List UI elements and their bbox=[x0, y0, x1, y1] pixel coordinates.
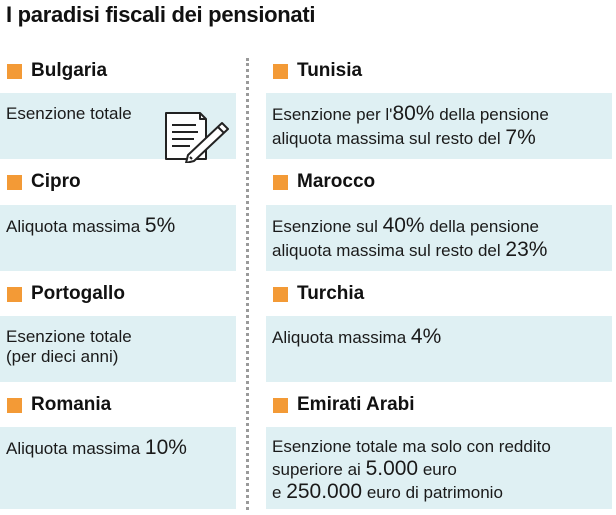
info-text: aliquota massima sul resto del bbox=[272, 241, 506, 260]
info-text: della pensione bbox=[434, 105, 549, 124]
info-box-emirati-arabi: Esenzione totale ma solo con reddito sup… bbox=[266, 427, 612, 509]
info-value: 5.000 bbox=[365, 457, 419, 480]
orange-square-icon bbox=[7, 398, 22, 413]
info-text: Esenzione per l' bbox=[272, 105, 393, 124]
info-text: Aliquota massima bbox=[6, 217, 145, 236]
info-box-romania: Aliquota massima 10% bbox=[0, 427, 236, 509]
document-pen-icon bbox=[165, 112, 229, 163]
country-name: Marocco bbox=[297, 171, 376, 192]
info-value: 40% bbox=[382, 214, 425, 237]
country-header-bulgaria: Bulgaria bbox=[0, 57, 236, 85]
country-name: Turchia bbox=[297, 283, 365, 304]
info-text: euro di patrimonio bbox=[362, 483, 503, 502]
info-text: Esenzione totale bbox=[6, 104, 132, 123]
country-name: Tunisia bbox=[297, 60, 363, 81]
info-value: 10% bbox=[144, 436, 187, 459]
info-box-bulgaria: Esenzione totale bbox=[0, 93, 236, 163]
country-name: Cipro bbox=[31, 171, 81, 192]
info-value: 5% bbox=[144, 214, 176, 237]
info-text: Aliquota massima bbox=[6, 439, 145, 458]
info-text: superiore ai bbox=[272, 460, 366, 479]
info-value: 7% bbox=[505, 126, 536, 149]
country-header-tunisia: Tunisia bbox=[266, 57, 612, 85]
orange-square-icon bbox=[7, 64, 22, 79]
info-text: della pensione bbox=[424, 217, 539, 236]
info-value: 250.000 bbox=[286, 480, 363, 503]
country-header-romania: Romania bbox=[0, 391, 236, 419]
orange-square-icon bbox=[273, 64, 288, 79]
info-text: (per dieci anni) bbox=[6, 347, 119, 366]
country-header-cipro: Cipro bbox=[0, 168, 236, 196]
info-line: Esenzione sul 40% della pensione bbox=[272, 214, 606, 238]
info-line: superiore ai 5.000 euro bbox=[272, 458, 606, 481]
column-divider bbox=[246, 58, 249, 510]
page-title: I paradisi fiscali dei pensionati bbox=[6, 2, 316, 27]
info-line: aliquota massima sul resto del 7% bbox=[272, 126, 606, 150]
orange-square-icon bbox=[7, 287, 22, 302]
country-name: Bulgaria bbox=[31, 60, 108, 81]
info-text: Esenzione totale ma solo con reddito bbox=[272, 437, 551, 456]
info-text: Esenzione totale bbox=[6, 327, 132, 346]
country-name: Romania bbox=[31, 394, 112, 415]
info-value: 80% bbox=[392, 102, 435, 125]
info-value: 4% bbox=[410, 325, 442, 348]
country-name: Portogallo bbox=[31, 283, 125, 304]
info-text: Aliquota massima bbox=[272, 328, 411, 347]
info-box-portogallo: Esenzione totale (per dieci anni) bbox=[0, 316, 236, 382]
country-header-turchia: Turchia bbox=[266, 280, 612, 308]
country-header-emirati-arabi: Emirati Arabi bbox=[266, 391, 612, 419]
info-box-turchia: Aliquota massima 4% bbox=[266, 316, 612, 382]
info-text: e bbox=[272, 483, 287, 502]
info-value: 23% bbox=[505, 238, 548, 261]
country-header-portogallo: Portogallo bbox=[0, 280, 236, 308]
orange-square-icon bbox=[273, 398, 288, 413]
info-line: aliquota massima sul resto del 23% bbox=[272, 238, 606, 262]
info-line: Esenzione per l'80% della pensione bbox=[272, 102, 606, 126]
info-box-tunisia: Esenzione per l'80% della pensione aliqu… bbox=[266, 93, 612, 159]
orange-square-icon bbox=[273, 175, 288, 190]
info-text: Esenzione sul bbox=[272, 217, 383, 236]
country-name: Emirati Arabi bbox=[297, 394, 415, 415]
orange-square-icon bbox=[273, 287, 288, 302]
country-header-marocco: Marocco bbox=[266, 168, 612, 196]
info-line: e 250.000 euro di patrimonio bbox=[272, 481, 606, 504]
info-text: euro bbox=[418, 460, 457, 479]
info-text: aliquota massima sul resto del bbox=[272, 129, 506, 148]
orange-square-icon bbox=[7, 175, 22, 190]
info-box-cipro: Aliquota massima 5% bbox=[0, 205, 236, 271]
info-box-marocco: Esenzione sul 40% della pensione aliquot… bbox=[266, 205, 612, 271]
